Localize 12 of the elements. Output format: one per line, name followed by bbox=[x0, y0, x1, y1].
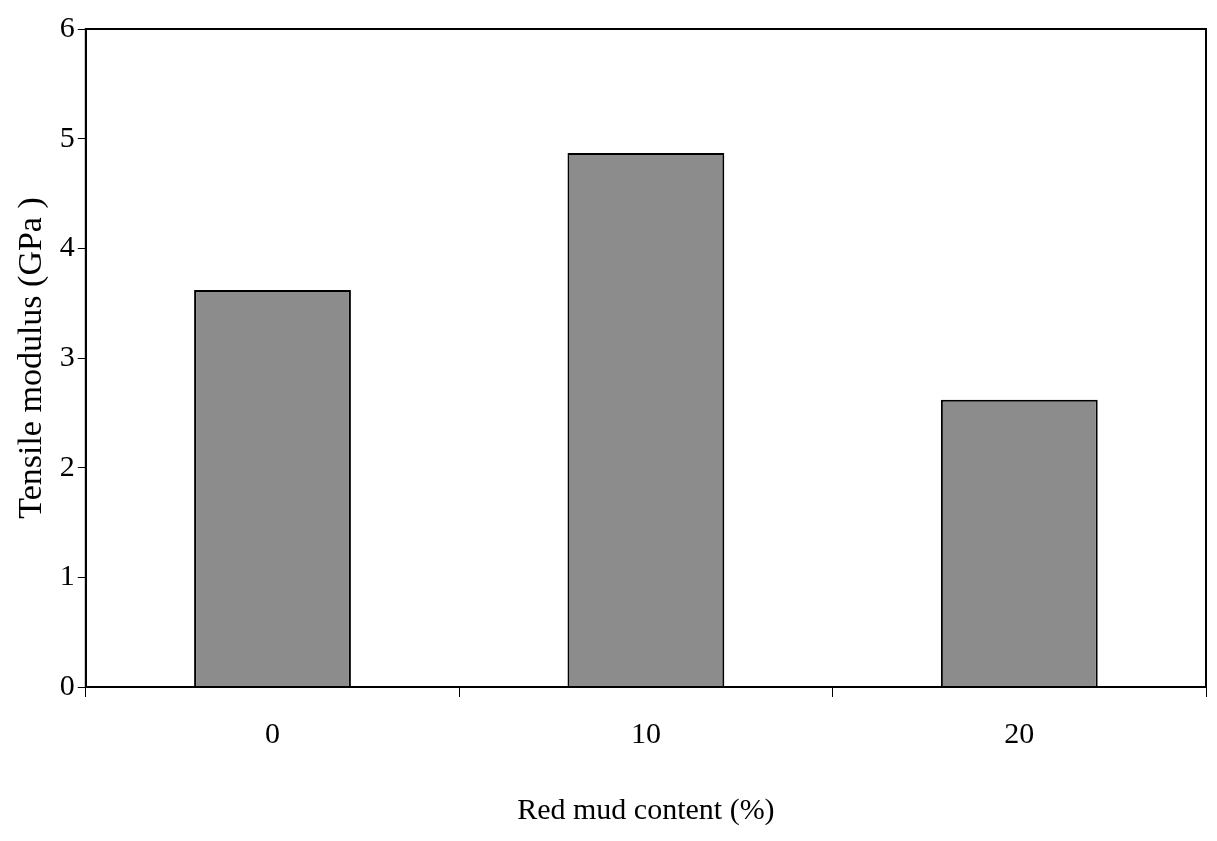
y-tick-label: 1 bbox=[59, 558, 75, 592]
y-tick-label: 0 bbox=[59, 667, 75, 701]
x-axis-title: Red mud content (%) bbox=[517, 791, 775, 826]
y-tick-label: 5 bbox=[59, 119, 75, 153]
x-tick-label: 10 bbox=[630, 715, 661, 749]
y-tick-label: 4 bbox=[59, 229, 75, 263]
y-tick-label: 3 bbox=[59, 338, 75, 372]
y-tick-label: 6 bbox=[59, 9, 75, 43]
x-tick-label: 0 bbox=[265, 715, 280, 749]
x-tick-label: 20 bbox=[1004, 715, 1035, 749]
y-tick-label: 2 bbox=[59, 448, 75, 482]
y-axis-title: Tensile modulus (GPa ) bbox=[11, 197, 50, 519]
